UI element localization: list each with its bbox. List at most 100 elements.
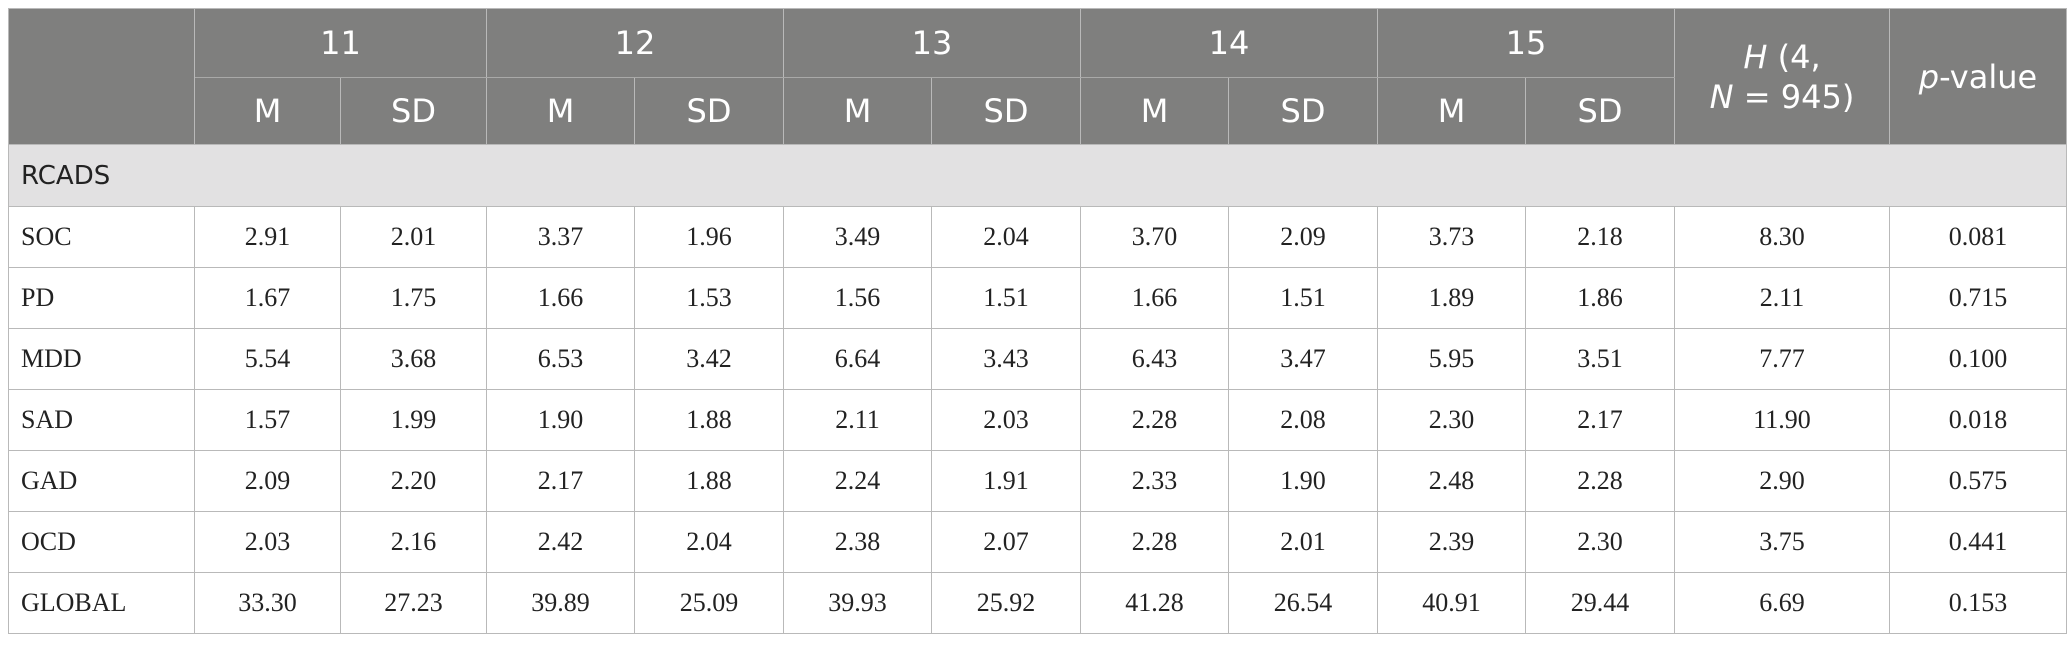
table-cell: 1.51: [1228, 267, 1378, 329]
row-label: PD: [8, 267, 195, 329]
table-cell: 3.68: [340, 328, 487, 390]
table-cell: 2.20: [340, 450, 487, 512]
sd-header: SD: [1228, 77, 1378, 145]
table-cell: 2.16: [340, 511, 487, 573]
table-cell: 1.67: [194, 267, 341, 329]
table-cell: 33.30: [194, 572, 341, 634]
table-cell: 2.04: [634, 511, 784, 573]
table-cell: 2.04: [931, 206, 1081, 268]
table-cell: 40.91: [1377, 572, 1526, 634]
sd-header: SD: [634, 77, 784, 145]
table-cell: 2.42: [486, 511, 635, 573]
table-cell: 41.28: [1080, 572, 1229, 634]
table-row: MDD 5.54 3.68 6.53 3.42 6.64 3.43 6.43 3.47 5.95 3…: [8, 328, 2067, 390]
table-cell: 3.43: [931, 328, 1081, 390]
table-cell: 2.03: [931, 389, 1081, 451]
table-cell: 1.90: [486, 389, 635, 451]
table-cell: 2.08: [1228, 389, 1378, 451]
table-cell: 5.95: [1377, 328, 1526, 390]
table-cell: 2.39: [1377, 511, 1526, 573]
table-cell: 39.93: [783, 572, 932, 634]
table-cell: 3.42: [634, 328, 784, 390]
table-cell: 0.100: [1889, 328, 2067, 390]
table-cell: 0.081: [1889, 206, 2067, 268]
sd-header: SD: [340, 77, 487, 145]
table-cell: 5.54: [194, 328, 341, 390]
table-cell: 1.66: [1080, 267, 1229, 329]
table-cell: 25.09: [634, 572, 784, 634]
table-cell: 2.91: [194, 206, 341, 268]
row-label: GLOBAL: [8, 572, 195, 634]
table-cell: 6.69: [1674, 572, 1890, 634]
table-cell: 1.53: [634, 267, 784, 329]
table-cell: 29.44: [1525, 572, 1675, 634]
table-cell: 3.51: [1525, 328, 1675, 390]
table-cell: 1.51: [931, 267, 1081, 329]
table-body: RCADS SOC 2.91 2.01 3.37 1.96 3.49 2.04 3.70 2.0…: [8, 144, 2067, 634]
table-cell: 2.48: [1377, 450, 1526, 512]
table-cell: 0.715: [1889, 267, 2067, 329]
table-cell: 0.018: [1889, 389, 2067, 451]
table-row: OCD 2.03 2.16 2.42 2.04 2.38 2.07 2.28 2.01 2.39 2…: [8, 511, 2067, 573]
table-cell: 2.38: [783, 511, 932, 573]
table-cell: 2.30: [1525, 511, 1675, 573]
table-cell: 1.57: [194, 389, 341, 451]
table-cell: 3.37: [486, 206, 635, 268]
age-group-11: 11: [194, 8, 487, 78]
p-value-header: p-value: [1889, 8, 2067, 145]
table-cell: 1.89: [1377, 267, 1526, 329]
table-cell: 3.75: [1674, 511, 1890, 573]
table-row: PD 1.67 1.75 1.66 1.53 1.56 1.51 1.66 1.51 1.89 1.…: [8, 267, 2067, 329]
table-cell: 7.77: [1674, 328, 1890, 390]
row-label: SOC: [8, 206, 195, 268]
table-cell: 1.88: [634, 389, 784, 451]
table-row: SOC 2.91 2.01 3.37 1.96 3.49 2.04 3.70 2.09 3.73 2…: [8, 206, 2067, 268]
table-cell: 3.47: [1228, 328, 1378, 390]
table-cell: 1.86: [1525, 267, 1675, 329]
mean-header: M: [486, 77, 635, 145]
table-cell: 3.70: [1080, 206, 1229, 268]
mean-header: M: [194, 77, 341, 145]
table-cell: 2.28: [1080, 511, 1229, 573]
table-cell: 2.07: [931, 511, 1081, 573]
age-group-12: 12: [486, 8, 784, 78]
table-cell: 8.30: [1674, 206, 1890, 268]
h-statistic-header: H (4, N = 945): [1674, 8, 1890, 145]
table-row: SAD 1.57 1.99 1.90 1.88 2.11 2.03 2.28 2.08 2.30 2…: [8, 389, 2067, 451]
table-cell: 2.33: [1080, 450, 1229, 512]
table-cell: 25.92: [931, 572, 1081, 634]
section-label: RCADS: [8, 144, 2067, 207]
table-cell: 2.09: [194, 450, 341, 512]
table-cell: 0.575: [1889, 450, 2067, 512]
table-cell: 2.09: [1228, 206, 1378, 268]
table-cell: 2.24: [783, 450, 932, 512]
table-cell: 2.11: [783, 389, 932, 451]
table-cell: 2.17: [486, 450, 635, 512]
age-group-14: 14: [1080, 8, 1378, 78]
table-cell: 2.03: [194, 511, 341, 573]
row-label: OCD: [8, 511, 195, 573]
table-cell: 1.90: [1228, 450, 1378, 512]
results-table: 11 12 13 14 15 H (4, N = 945) p-value M S…: [8, 8, 2067, 634]
table-cell: 2.90: [1674, 450, 1890, 512]
table-cell: 27.23: [340, 572, 487, 634]
table-cell: 2.18: [1525, 206, 1675, 268]
table-cell: 11.90: [1674, 389, 1890, 451]
table-cell: 0.153: [1889, 572, 2067, 634]
table-cell: 39.89: [486, 572, 635, 634]
table-cell: 6.53: [486, 328, 635, 390]
age-group-15: 15: [1377, 8, 1675, 78]
table-cell: 2.01: [340, 206, 487, 268]
mean-header: M: [1377, 77, 1526, 145]
age-group-13: 13: [783, 8, 1081, 78]
table-cell: 2.17: [1525, 389, 1675, 451]
table-cell: 26.54: [1228, 572, 1378, 634]
table-row: GAD 2.09 2.20 2.17 1.88 2.24 1.91 2.33 1.90 2.48 2…: [8, 450, 2067, 512]
table-cell: 2.11: [1674, 267, 1890, 329]
table-cell: 2.28: [1080, 389, 1229, 451]
header-corner: [8, 8, 195, 145]
table-cell: 1.99: [340, 389, 487, 451]
table-cell: 6.64: [783, 328, 932, 390]
sd-header: SD: [931, 77, 1081, 145]
table-cell: 1.66: [486, 267, 635, 329]
